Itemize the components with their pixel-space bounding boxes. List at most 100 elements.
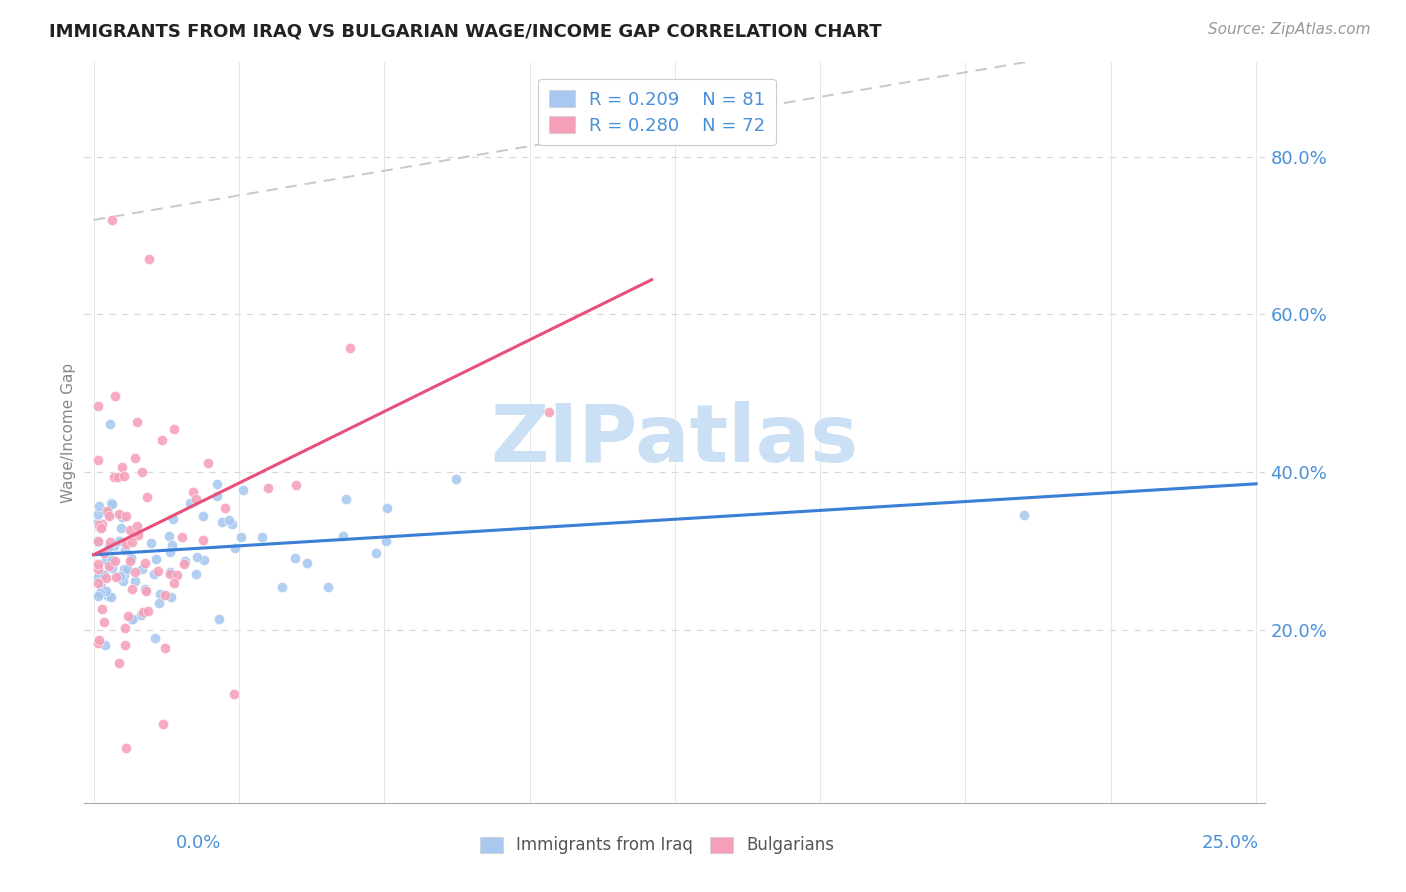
Point (124, 565, 146, 579)
Point (364, 546, 387, 560)
Point (89, 499, 111, 513)
Point (87, 534, 110, 549)
Point (207, 612, 229, 626)
Point (104, 554, 127, 568)
Point (159, 544, 181, 558)
Text: IMMIGRANTS FROM IRAQ VS BULGARIAN WAGE/INCOME GAP CORRELATION CHART: IMMIGRANTS FROM IRAQ VS BULGARIAN WAGE/I… (49, 22, 882, 40)
Point (335, 491, 357, 506)
Point (131, 466, 153, 480)
Point (159, 566, 181, 581)
Point (149, 587, 172, 601)
Point (121, 535, 143, 549)
Point (87, 558, 110, 572)
Point (183, 485, 205, 500)
Point (136, 490, 159, 504)
Point (295, 556, 318, 570)
Point (120, 551, 142, 566)
Point (87, 453, 110, 467)
Point (87, 508, 110, 522)
Point (135, 584, 157, 599)
Point (152, 717, 174, 731)
Point (87, 520, 110, 534)
Point (191, 533, 214, 547)
Point (121, 611, 143, 625)
Point (271, 581, 294, 595)
Point (129, 607, 152, 622)
Point (139, 536, 162, 550)
Point (121, 582, 143, 596)
Point (87, 534, 110, 549)
Point (87, 589, 110, 603)
Point (148, 564, 170, 578)
Point (111, 574, 134, 588)
Point (138, 252, 160, 267)
Point (339, 342, 361, 356)
Point (124, 450, 146, 465)
Point (197, 456, 219, 470)
Point (115, 537, 138, 551)
Point (134, 556, 156, 570)
Point (446, 472, 468, 486)
Point (96, 571, 118, 585)
Point (157, 528, 180, 542)
Point (284, 551, 307, 566)
Point (179, 496, 201, 510)
Point (101, 561, 124, 575)
Point (96, 552, 118, 566)
Text: 0.0%: 0.0% (176, 834, 221, 852)
Point (93, 545, 115, 559)
Point (127, 528, 149, 542)
Point (87, 562, 110, 576)
Point (118, 523, 141, 537)
Point (285, 477, 308, 491)
Point (89, 632, 111, 647)
Point (110, 521, 132, 535)
Point (107, 534, 129, 549)
Point (110, 460, 132, 475)
Point (153, 588, 176, 602)
Point (93, 638, 115, 652)
Point (162, 512, 184, 526)
Point (143, 631, 166, 645)
Point (100, 590, 122, 604)
Point (108, 569, 131, 583)
Legend: Immigrants from Iraq, Bulgarians: Immigrants from Iraq, Bulgarians (472, 830, 841, 861)
Point (136, 604, 159, 618)
Point (148, 596, 170, 610)
Point (134, 582, 156, 597)
Point (170, 530, 193, 544)
Point (375, 533, 398, 548)
Point (118, 553, 141, 567)
Point (159, 591, 181, 605)
Point (155, 640, 177, 655)
Y-axis label: Wage/Income Gap: Wage/Income Gap (60, 362, 76, 503)
Point (115, 509, 138, 524)
Point (131, 562, 153, 576)
Point (97, 590, 120, 604)
Point (103, 470, 125, 484)
Point (186, 549, 208, 564)
Point (332, 529, 354, 543)
Point (114, 543, 136, 558)
Point (112, 562, 135, 576)
Point (214, 501, 236, 516)
Point (143, 566, 166, 581)
Point (97, 506, 120, 520)
Point (96, 504, 118, 518)
Point (101, 552, 124, 566)
Point (231, 530, 253, 544)
Point (104, 389, 127, 403)
Point (232, 483, 254, 497)
Point (207, 489, 229, 503)
Point (173, 554, 195, 568)
Point (127, 415, 149, 429)
Point (101, 497, 124, 511)
Point (120, 551, 142, 566)
Point (107, 469, 129, 483)
Point (96, 584, 118, 599)
Text: 25.0%: 25.0% (1201, 834, 1258, 852)
Point (222, 687, 245, 701)
Point (89, 518, 111, 533)
Point (115, 740, 138, 755)
Text: Source: ZipAtlas.com: Source: ZipAtlas.com (1208, 22, 1371, 37)
